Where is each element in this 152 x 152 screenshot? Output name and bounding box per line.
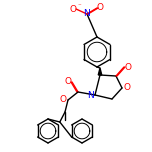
Polygon shape (98, 68, 102, 75)
Text: N: N (84, 9, 90, 19)
Text: O: O (69, 5, 76, 14)
Text: O: O (123, 83, 131, 93)
Text: ⁻: ⁻ (77, 3, 81, 9)
Text: O: O (97, 3, 104, 12)
Text: N: N (87, 90, 93, 100)
Text: O: O (124, 62, 131, 71)
Text: O: O (59, 95, 67, 105)
Text: O: O (64, 78, 71, 86)
